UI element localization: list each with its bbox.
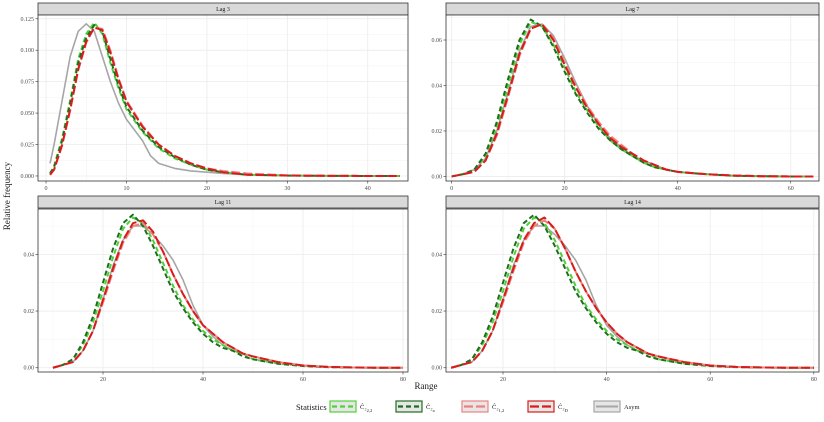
y-tick-label: 0.04 xyxy=(432,83,443,89)
panel-title: Lag 14 xyxy=(624,200,641,206)
y-tick-label: 0.000 xyxy=(21,174,35,180)
legend-item-4: Ĉ₂D xyxy=(527,400,569,413)
y-tick-label: 0.02 xyxy=(432,129,443,135)
legend-item-2: Ĉ₂a xyxy=(395,400,435,413)
y-tick-label: 0.125 xyxy=(21,17,35,23)
x-tick-label: 40 xyxy=(365,186,371,192)
legend-item-5: Asym xyxy=(593,400,640,413)
panel-background xyxy=(38,15,408,181)
panel-strip xyxy=(445,195,820,209)
x-tick-label: 40 xyxy=(675,186,681,192)
x-tick-label: 20 xyxy=(100,377,106,383)
x-tick-label: 60 xyxy=(707,377,713,383)
legend: Statistics Ĉ₂2,2 Ĉ₂a Ĉ₂1,2 Ĉ₂D Asym xyxy=(296,400,640,414)
legend-label: Ĉ₂D xyxy=(558,403,569,413)
x-tick-label: 80 xyxy=(400,377,406,383)
x-tick-label: 20 xyxy=(562,186,568,192)
x-tick-label: 10 xyxy=(123,186,129,192)
y-tick-label: 0.050 xyxy=(21,111,35,117)
panel-title: Lag 3 xyxy=(216,7,230,13)
x-tick-label: 0 xyxy=(450,186,453,192)
y-tick-label: 0.04 xyxy=(24,252,35,258)
panel-border xyxy=(445,208,820,373)
legend-item-3: Ĉ₂1,2 xyxy=(461,400,504,414)
legend-key-box xyxy=(461,400,489,413)
legend-label: Ĉ₂2,2 xyxy=(360,403,372,414)
x-tick-label: 0 xyxy=(45,186,48,192)
x-tick-label: 60 xyxy=(788,186,794,192)
x-tick-label: 40 xyxy=(200,377,206,383)
y-tick-label: 0.00 xyxy=(24,366,35,372)
y-tick-label: 0.00 xyxy=(432,366,443,372)
y-tick-label: 0.02 xyxy=(24,309,35,315)
panel-3: Lag 11 20 40 60 80 0.00 0.02 0.04 xyxy=(24,195,409,383)
series-line-4 xyxy=(49,26,400,177)
y-tick-label: 0.025 xyxy=(21,143,35,149)
legend-title: Statistics xyxy=(296,402,327,412)
y-axis-title: Relative frequency xyxy=(2,161,12,230)
panel-title: Lag 11 xyxy=(215,200,232,206)
panels: Lag 30 10 20 30 400.0000.0250.0500.0750.1000… xyxy=(21,2,820,383)
x-tick-label: 60 xyxy=(300,377,306,383)
series-line-2 xyxy=(451,18,814,178)
series-line-4 xyxy=(450,216,814,369)
panel-border xyxy=(37,14,409,182)
x-tick-label: 30 xyxy=(284,186,290,192)
y-tick-label: 0.02 xyxy=(432,309,443,315)
y-tick-label: 0.06 xyxy=(432,38,443,44)
panel-border xyxy=(37,208,409,373)
panel-strip xyxy=(37,195,409,209)
legend-label: Asym xyxy=(624,404,640,411)
legend-label: Ĉ₂1,2 xyxy=(492,403,504,414)
panel-1: Lag 3 0 10 20 30 40 0.000 0.025 0.050 0.075 0.100 0… xyxy=(21,2,409,192)
panel-2: Lag 7 0 20 40 60 0.00 0.02 0.04 0.06 xyxy=(432,2,820,192)
x-axis-title: Range xyxy=(415,381,438,391)
legend-label: Ĉ₂a xyxy=(426,403,435,413)
y-tick-label: 0.04 xyxy=(432,252,443,258)
y-tick-label: 0.075 xyxy=(21,80,35,86)
panel-border xyxy=(445,14,820,182)
series-line-4 xyxy=(451,23,814,178)
x-tick-label: 40 xyxy=(604,377,610,383)
series-line-4 xyxy=(52,219,403,369)
x-tick-label: 80 xyxy=(811,377,817,383)
x-tick-label: 20 xyxy=(204,186,210,192)
panel-title: Lag 7 xyxy=(626,7,640,13)
panel-4: Lag 14 20 40 60 80 0.00 0.02 0.04 xyxy=(432,195,820,383)
x-tick-label: 20 xyxy=(500,377,506,383)
legend-key-box xyxy=(527,400,555,413)
legend-item-1: Ĉ₂2,2 xyxy=(329,400,372,414)
y-tick-label: 0.00 xyxy=(432,174,443,180)
y-tick-label: 0.100 xyxy=(21,48,35,54)
